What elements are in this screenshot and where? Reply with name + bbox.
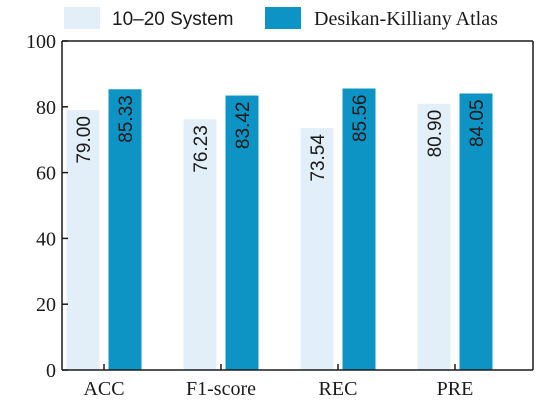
x-ticks-group: ACC F1-score REC PRE [83, 364, 473, 400]
y-tick-label-60: 60 [36, 163, 56, 185]
legend-swatch-desikan-killiany-atlas [265, 7, 301, 29]
bar-desikan-killiany-atlas-rec [342, 88, 376, 370]
bars-group [66, 88, 493, 371]
data-label-desikan-killiany-atlas-acc: 85.33 [116, 95, 137, 143]
data-label-10-20-system-acc: 79.00 [74, 116, 95, 164]
legend-label-desikan-killiany-atlas: Desikan-Killiany Atlas [314, 8, 498, 30]
bar-10-20-system-acc [66, 110, 100, 370]
data-label-10-20-system-f1-score: 76.23 [191, 125, 212, 173]
y-tick-label-20: 20 [36, 294, 56, 316]
x-tick-label-pre: PRE [437, 378, 474, 400]
data-labels-group: 79.00 76.23 73.54 80.90 85.33 83.42 85.56 84.05 [74, 95, 488, 182]
y-tick-label-80: 80 [36, 97, 56, 119]
bar-10-20-system-pre [417, 103, 451, 371]
bar-desikan-killiany-atlas-acc [108, 89, 142, 371]
y-ticks-group: 0 20 40 60 80 100 [26, 31, 68, 382]
legend: 10–20 System Desikan-Killiany Atlas [64, 7, 498, 30]
legend-swatch-10-20-system [64, 7, 100, 29]
x-tick-label-rec: REC [319, 378, 358, 400]
bar-desikan-killiany-atlas-f1-score [225, 95, 259, 370]
x-tick-label-acc: ACC [83, 378, 124, 400]
bar-10-20-system-f1-score [183, 119, 217, 370]
data-label-10-20-system-pre: 80.90 [425, 110, 446, 158]
data-label-desikan-killiany-atlas-pre: 84.05 [467, 99, 488, 147]
y-tick-label-0: 0 [46, 360, 56, 382]
data-label-desikan-killiany-atlas-rec: 85.56 [350, 95, 371, 143]
x-tick-label-f1-score: F1-score [186, 378, 256, 400]
bar-desikan-killiany-atlas-pre [459, 93, 493, 371]
y-tick-label-40: 40 [36, 228, 56, 250]
legend-label-10-20-system: 10–20 System [112, 9, 233, 30]
data-label-desikan-killiany-atlas-f1-score: 83.42 [233, 102, 254, 150]
bar-10-20-system-rec [300, 128, 334, 370]
data-label-10-20-system-rec: 73.54 [308, 134, 329, 182]
y-tick-label-100: 100 [26, 31, 56, 53]
